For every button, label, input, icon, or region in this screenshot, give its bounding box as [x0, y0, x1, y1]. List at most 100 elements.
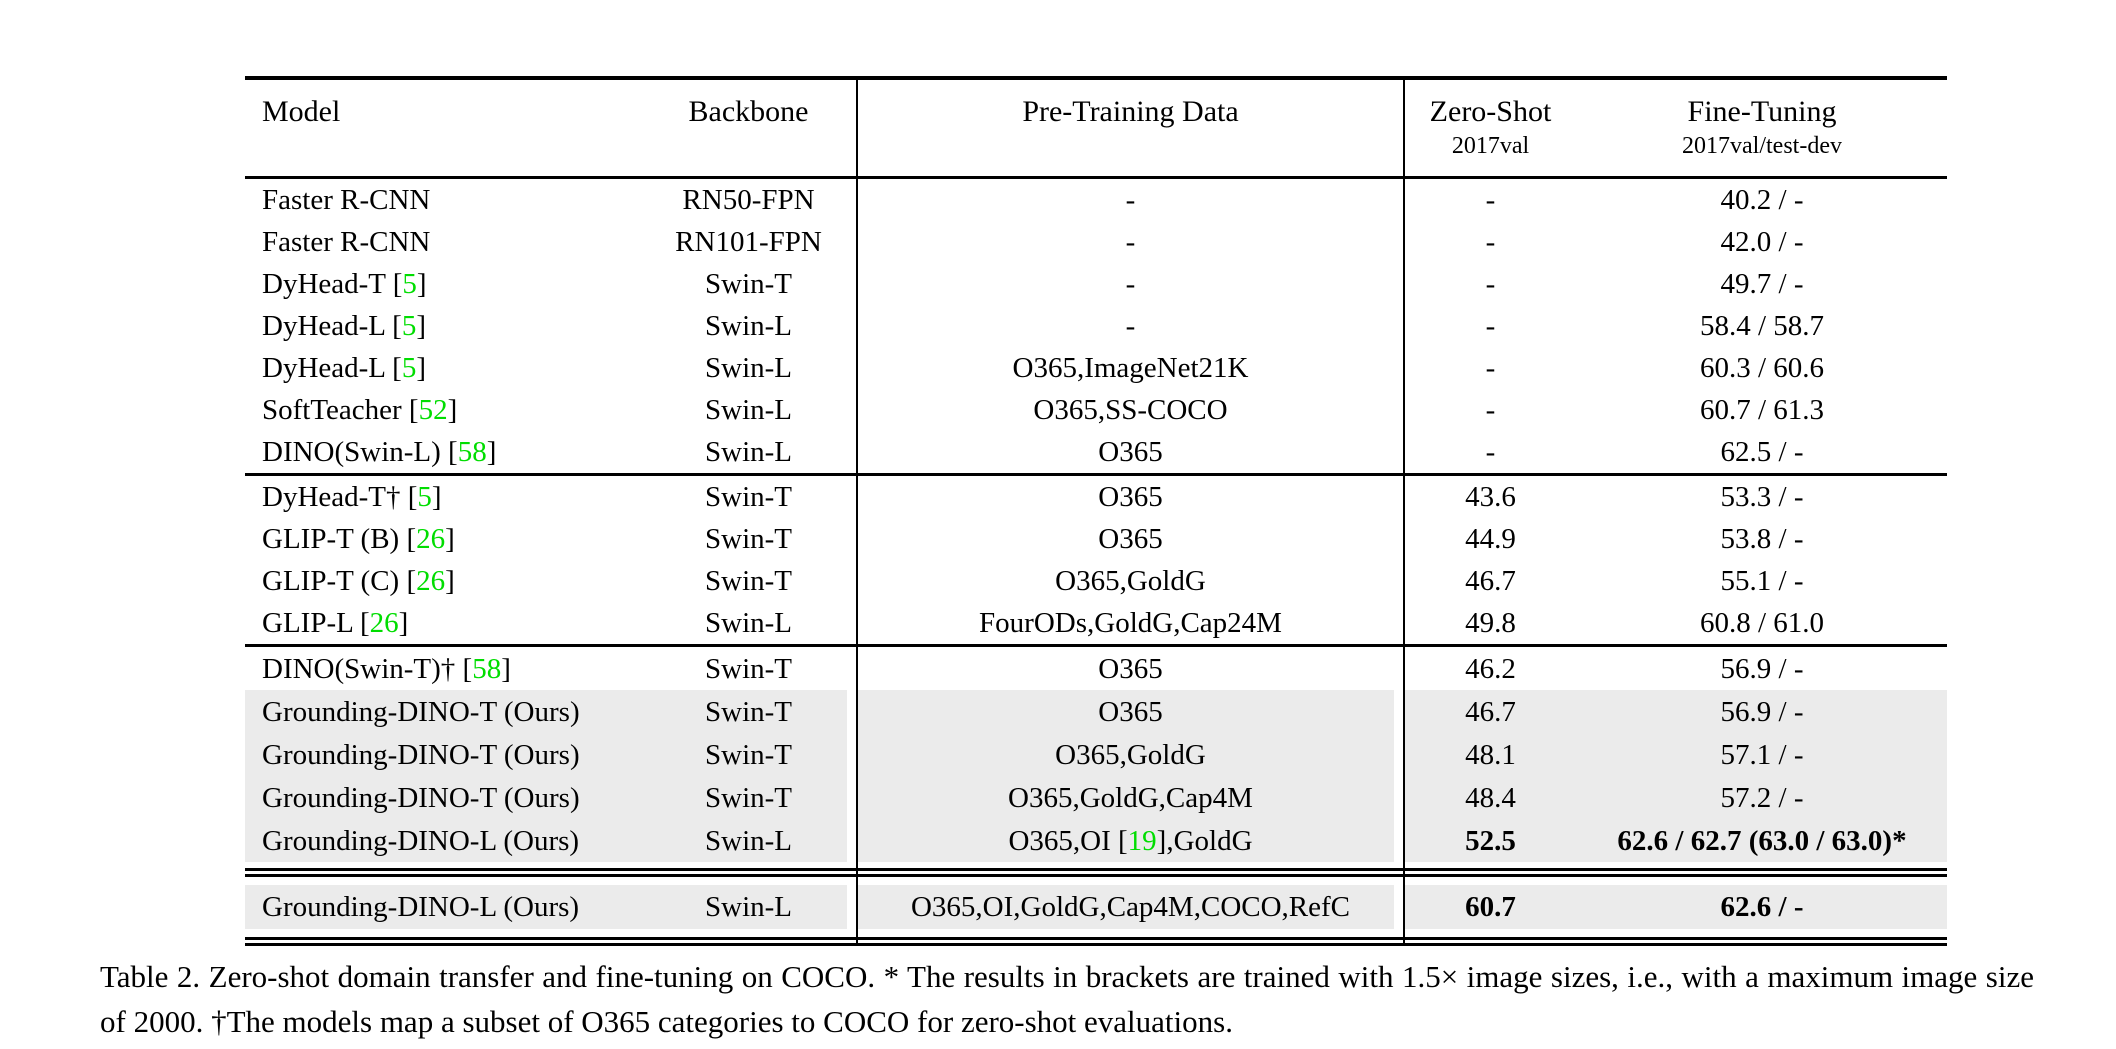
finetuning-cell: 60.8 / 61.0 [1699, 607, 1825, 639]
citation-number: 58 [457, 436, 487, 468]
finetuning-cell: 53.8 / - [1720, 523, 1804, 555]
zeroshot-cell: 52.5 [1465, 824, 1516, 857]
pretraining-cell: FourODs,GoldG,Cap24M [979, 607, 1282, 639]
backbone-cell: Swin-L [705, 436, 792, 468]
table-row: GLIP-L [26] Swin-L FourODs,GoldG,Cap24M 49.… [245, 602, 1947, 644]
table-row: Grounding-DINO-L (Ours) Swin-L O365,OI [19… [245, 819, 1947, 862]
finetuning-cell: 57.1 / - [1720, 738, 1804, 771]
results-table: Model Backbone Pre-Training Data Zero-Sh… [245, 76, 1947, 946]
finetuning-cell: 62.6 / 62.7 (63.0 / 63.0)* [1617, 824, 1907, 857]
table-row: Grounding-DINO-T (Ours) Swin-T O365,GoldG,… [245, 776, 1947, 819]
backbone-cell: RN101-FPN [675, 226, 822, 258]
table-row: DyHead-L [5] Swin-L - - 58.4 / 58.7 [245, 305, 1947, 347]
zeroshot-cell: - [1485, 268, 1496, 300]
header-model-label: Model [262, 95, 341, 128]
table-row: Grounding-DINO-T (Ours) Swin-T O365,GoldG 4… [245, 733, 1947, 776]
finetuning-cell: 55.1 / - [1720, 565, 1804, 597]
citation-number: 58 [472, 652, 502, 685]
pretraining-cell: O365 [1098, 481, 1163, 513]
model-cell: Faster R-CNN [262, 226, 431, 258]
backbone-cell: Swin-T [705, 523, 792, 555]
backbone-cell: Swin-T [705, 268, 792, 300]
header-finetuning-title: Fine-Tuning [1687, 95, 1837, 128]
table-row: Grounding-DINO-T (Ours) Swin-T O365 46.7 56.… [245, 690, 1947, 733]
table-row: DyHead-T [5] Swin-T - - 49.7 / - [245, 263, 1947, 305]
zeroshot-cell: 46.2 [1465, 652, 1516, 685]
table-caption: Table 2. Zero-shot domain transfer and f… [100, 959, 2034, 1039]
table-row: GLIP-T (C) [26] Swin-T O365,GoldG 46.7 55.1 … [245, 560, 1947, 602]
header-finetuning-sub: 2017val/test-dev [1682, 133, 1842, 159]
pretraining-cell: - [1125, 268, 1136, 300]
rule-bottom [245, 937, 1947, 946]
backbone-cell: Swin-T [705, 738, 792, 771]
pretraining-cell: O365,GoldG,Cap4M [1008, 781, 1253, 814]
spacer [245, 877, 1947, 885]
table-row: DINO(Swin-T)† [58] Swin-T O365 46.2 56.9 / - [245, 647, 1947, 690]
column-divider-pretraining-zeroshot [1403, 80, 1405, 946]
table-row: DINO(Swin-L) [58] Swin-L O365 - 62.5 / - [245, 431, 1947, 473]
pretraining-cell: O365 [1098, 652, 1163, 685]
backbone-cell: Swin-L [705, 891, 792, 923]
model-cell: Faster R-CNN [262, 184, 431, 216]
table-row: Grounding-DINO-L (Ours) Swin-L O365,OI,Gol… [245, 885, 1947, 929]
pretraining-cell: O365 [1098, 436, 1163, 468]
table-row: Faster R-CNN RN50-FPN - - 40.2 / - [245, 179, 1947, 221]
header-zeroshot-title: Zero-Shot [1429, 95, 1552, 128]
rule-below-header [245, 176, 1947, 179]
header-pretraining: Pre-Training Data [857, 80, 1404, 176]
model-cell: DyHead-T† [5] [262, 481, 442, 513]
pretraining-cell: O365 [1098, 695, 1163, 728]
model-cell: DINO(Swin-T)† [58] [262, 652, 511, 685]
column-divider-backbone-pretraining [856, 80, 858, 946]
table-group-final: Grounding-DINO-L (Ours) Swin-L O365,OI,Gol… [245, 885, 1947, 929]
table-row: Faster R-CNN RN101-FPN - - 42.0 / - [245, 221, 1947, 263]
backbone-cell: Swin-T [705, 481, 792, 513]
citation-number: 5 [401, 310, 417, 342]
zeroshot-cell: 46.7 [1465, 565, 1516, 597]
pretraining-cell: O365,OI,GoldG,Cap4M,COCO,RefC [910, 891, 1351, 923]
finetuning-cell: 57.2 / - [1720, 781, 1804, 814]
citation-number: 5 [401, 352, 417, 384]
header-model: Model [245, 80, 640, 176]
model-cell: DINO(Swin-L) [58] [262, 436, 497, 468]
backbone-cell: Swin-T [705, 565, 792, 597]
citation-number: 19 [1127, 824, 1157, 857]
header-pretraining-label: Pre-Training Data [1022, 95, 1239, 128]
citation-number: 52 [418, 394, 448, 426]
finetuning-cell: 60.3 / 60.6 [1699, 352, 1825, 384]
table-row: DyHead-T† [5] Swin-T O365 43.6 53.3 / - [245, 476, 1947, 518]
spacer [245, 929, 1947, 937]
model-cell: GLIP-T (C) [26] [262, 565, 455, 597]
pretraining-cell: - [1125, 310, 1136, 342]
backbone-cell: RN50-FPN [682, 184, 815, 216]
finetuning-cell: 53.3 / - [1720, 481, 1804, 513]
table-row: GLIP-T (B) [26] Swin-T O365 44.9 53.8 / - [245, 518, 1947, 560]
finetuning-cell: 40.2 / - [1720, 184, 1804, 216]
zeroshot-cell: 48.4 [1465, 781, 1516, 814]
citation-number: 5 [417, 481, 432, 513]
model-cell: DyHead-T [5] [262, 268, 427, 300]
zeroshot-cell: - [1485, 310, 1496, 342]
model-cell: GLIP-T (B) [26] [262, 523, 455, 555]
table-group-zero-shot-baselines: DyHead-T† [5] Swin-T O365 43.6 53.3 / - GLIP-… [245, 476, 1947, 644]
zeroshot-cell: 43.6 [1465, 481, 1516, 513]
backbone-cell: Swin-L [705, 824, 792, 857]
pretraining-cell: O365,GoldG [1055, 565, 1206, 597]
pretraining-cell: O365,SS-COCO [1033, 394, 1228, 426]
pretraining-cell: O365,GoldG [1055, 738, 1206, 771]
model-cell: Grounding-DINO-L (Ours) [262, 824, 580, 857]
model-cell: DyHead-L [5] [262, 310, 427, 342]
backbone-cell: Swin-L [705, 352, 792, 384]
zeroshot-cell: - [1485, 184, 1496, 216]
backbone-cell: Swin-L [705, 607, 792, 639]
finetuning-cell: 56.9 / - [1720, 695, 1804, 728]
rule-double-upper [245, 868, 1947, 877]
finetuning-cell: 62.5 / - [1720, 436, 1804, 468]
finetuning-cell: 58.4 / 58.7 [1699, 310, 1825, 342]
model-cell: Grounding-DINO-T (Ours) [262, 781, 580, 814]
backbone-cell: Swin-T [705, 652, 792, 685]
model-cell: Grounding-DINO-T (Ours) [262, 695, 580, 728]
citation-number: 26 [369, 607, 399, 639]
table-group-grounding-dino: DINO(Swin-T)† [58] Swin-T O365 46.2 56.9 / -… [245, 647, 1947, 862]
